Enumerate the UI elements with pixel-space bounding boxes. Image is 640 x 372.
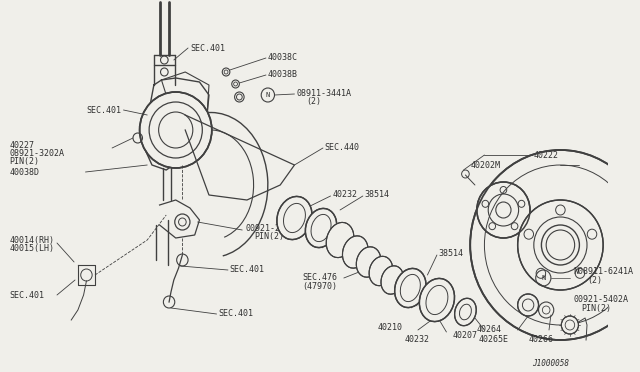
Circle shape [524, 229, 534, 239]
Text: SEC.401: SEC.401 [86, 106, 122, 115]
Text: SEC.440: SEC.440 [325, 142, 360, 151]
Ellipse shape [395, 269, 426, 308]
Circle shape [575, 268, 585, 278]
Text: (47970): (47970) [302, 282, 337, 291]
Text: N08911-6241A: N08911-6241A [573, 267, 634, 276]
Ellipse shape [326, 222, 354, 257]
Circle shape [536, 268, 546, 278]
Text: J1000058: J1000058 [532, 359, 569, 368]
Text: 40014(RH): 40014(RH) [10, 235, 54, 244]
Text: PIN(2): PIN(2) [10, 157, 40, 166]
Circle shape [489, 223, 495, 230]
Ellipse shape [419, 278, 454, 321]
Circle shape [518, 294, 539, 316]
Text: N: N [541, 275, 545, 281]
Ellipse shape [454, 298, 476, 326]
Circle shape [140, 92, 212, 168]
Circle shape [518, 200, 525, 207]
Circle shape [561, 316, 579, 334]
Text: 40222: 40222 [534, 151, 559, 160]
Text: 40038C: 40038C [268, 52, 298, 61]
Ellipse shape [381, 266, 404, 294]
Text: SEC.401: SEC.401 [218, 310, 253, 318]
Circle shape [518, 200, 603, 290]
Text: 40264: 40264 [477, 326, 502, 334]
Text: 08921-3202A: 08921-3202A [10, 148, 65, 157]
Text: 38514: 38514 [365, 189, 390, 199]
Text: SEC.476: SEC.476 [302, 273, 337, 282]
Text: (2): (2) [306, 96, 321, 106]
Text: 40265E: 40265E [479, 336, 509, 344]
Ellipse shape [356, 247, 381, 277]
Text: 40207: 40207 [452, 331, 477, 340]
Ellipse shape [277, 196, 312, 240]
Text: SEC.401: SEC.401 [230, 266, 265, 275]
Text: (2): (2) [587, 276, 602, 285]
Circle shape [470, 150, 640, 340]
Text: 40038D: 40038D [10, 167, 40, 176]
Text: 40232: 40232 [332, 189, 358, 199]
Text: 08911-3441A: 08911-3441A [296, 89, 351, 97]
Text: SEC.401: SEC.401 [190, 44, 225, 52]
Text: SEC.401: SEC.401 [10, 291, 45, 299]
Text: 38514: 38514 [439, 248, 464, 257]
Text: 40232: 40232 [404, 336, 429, 344]
Text: 40266: 40266 [528, 336, 553, 344]
Text: 40038B: 40038B [268, 70, 298, 78]
Text: 00921-2252A: 00921-2252A [245, 224, 300, 232]
Ellipse shape [369, 256, 393, 286]
Ellipse shape [342, 236, 368, 268]
Text: N: N [266, 92, 270, 98]
Text: 40202M: 40202M [470, 160, 500, 170]
Text: 00921-5402A: 00921-5402A [573, 295, 628, 305]
Text: 40210: 40210 [378, 324, 403, 333]
Circle shape [482, 200, 489, 207]
Text: 40227: 40227 [10, 141, 35, 150]
Circle shape [500, 186, 507, 193]
Circle shape [588, 229, 596, 239]
Circle shape [511, 223, 518, 230]
Circle shape [477, 182, 530, 238]
Circle shape [556, 205, 565, 215]
Text: 40015(LH): 40015(LH) [10, 244, 54, 253]
Text: PIN(2): PIN(2) [581, 304, 611, 312]
Ellipse shape [305, 208, 337, 248]
Text: PIN(2): PIN(2) [255, 231, 285, 241]
